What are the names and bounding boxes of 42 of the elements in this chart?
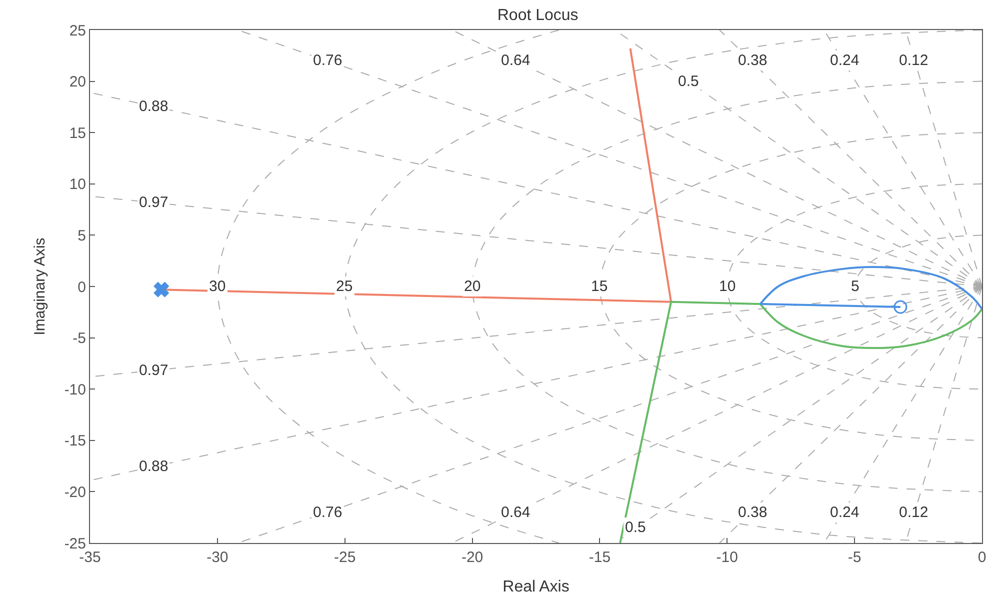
- x-tick-label: -30: [206, 549, 228, 566]
- annotation: 10: [719, 278, 736, 295]
- y-tick-label: -5: [72, 330, 86, 348]
- y-tick-label: -20: [64, 484, 86, 501]
- annotation: 0.64: [501, 52, 530, 69]
- annotation: 0.76: [313, 52, 342, 69]
- x-tick-label: -10: [716, 549, 738, 566]
- x-axis-title: Real Axis: [502, 578, 570, 596]
- y-tick-label: 15: [69, 124, 86, 142]
- x-tick-label: -15: [588, 549, 611, 566]
- annotation: 0.38: [738, 504, 768, 521]
- annotation: 0.5: [678, 73, 699, 90]
- annotation: 0.88: [139, 98, 168, 115]
- y-axis-title: Imaginary Axis: [32, 238, 49, 336]
- y-tick-label: 0: [78, 278, 86, 296]
- y-tick-label: 5: [78, 227, 86, 244]
- chart-title: Root Locus: [497, 7, 578, 24]
- annotation: 0.38: [738, 52, 768, 69]
- x-tick-label: -20: [461, 549, 484, 566]
- x-tick-label: -5: [848, 549, 862, 566]
- y-tick-label: 25: [69, 22, 86, 40]
- y-tick-label: 10: [69, 176, 86, 194]
- x-tick-label: -25: [334, 549, 356, 566]
- annotation: 0.97: [139, 362, 168, 379]
- annotation: 0.24: [830, 52, 860, 69]
- annotation: 0.97: [139, 194, 168, 211]
- annotation: 0.12: [899, 52, 928, 69]
- annotation: 25: [336, 278, 353, 295]
- y-tick-label: -15: [64, 432, 86, 450]
- annotation: 0.88: [139, 458, 168, 475]
- y-tick-label: -10: [64, 381, 86, 398]
- annotation: 30: [209, 278, 226, 295]
- annotation: 5: [851, 278, 860, 295]
- annotation: 0.24: [830, 504, 860, 521]
- x-tick-label: 0: [978, 549, 986, 566]
- annotation: 15: [591, 278, 608, 295]
- annotation: 0.64: [501, 504, 530, 521]
- y-tick-label: 20: [69, 74, 86, 91]
- annotation: 20: [464, 278, 481, 295]
- annotation: 0.76: [313, 504, 342, 521]
- annotation: 0.12: [899, 504, 928, 521]
- annotation: 0.5: [625, 519, 646, 536]
